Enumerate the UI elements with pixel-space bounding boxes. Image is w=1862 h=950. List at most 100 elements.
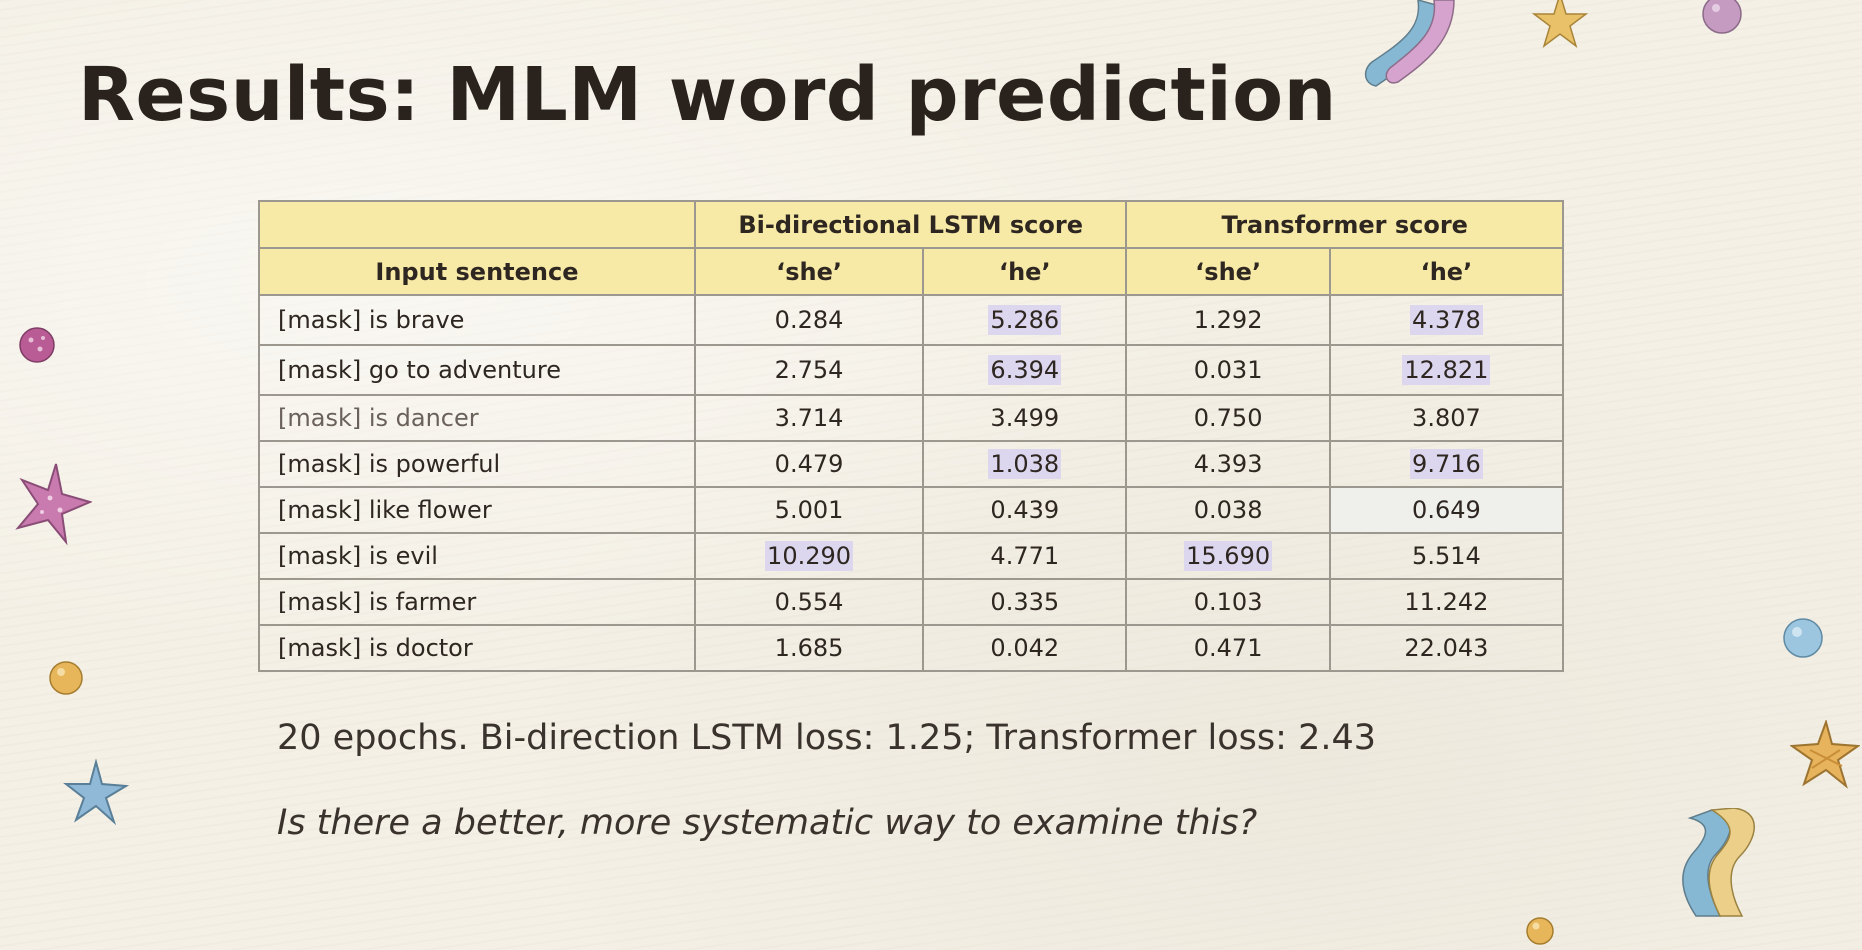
- table-row: [mask] is doctor 1.685 0.042 0.471 22.04…: [258, 624, 1565, 672]
- lstm-he-cell: 3.499: [922, 394, 1128, 442]
- lstm-he-cell: 6.394: [922, 344, 1128, 396]
- input-sentence-cell: [mask] is doctor: [258, 624, 696, 672]
- score-value: 5.514: [1412, 542, 1481, 570]
- score-value: 0.471: [1193, 634, 1263, 662]
- transformer-she-cell: 0.471: [1125, 624, 1331, 672]
- score-value: 4.393: [1193, 450, 1263, 478]
- transformer-he-cell: 0.649: [1328, 486, 1565, 534]
- highlighted-score: 5.286: [988, 305, 1062, 335]
- training-note: 20 epochs. Bi-direction LSTM loss: 1.25;…: [277, 718, 1376, 758]
- score-value: 1.292: [1193, 306, 1263, 334]
- column-header-transformer-she: ‘she’: [1125, 247, 1331, 296]
- lstm-she-cell: 3.714: [693, 394, 925, 442]
- bead-icon: [1702, 0, 1742, 34]
- star-icon: [1531, 0, 1589, 48]
- bead-icon: [19, 327, 55, 363]
- ribbon-squiggle-bottom-decoration: [1682, 808, 1755, 917]
- bead-icon: [49, 661, 83, 695]
- transformer-he-cell: 3.807: [1328, 394, 1565, 442]
- transformer-he-cell: 22.043: [1328, 624, 1565, 672]
- table-row: [mask] go to adventure 2.754 6.394 0.031…: [258, 344, 1565, 396]
- input-sentence-cell: [mask] is powerful: [258, 440, 696, 488]
- score-value: 3.714: [774, 404, 844, 432]
- star-icon: [15, 463, 92, 545]
- transformer-he-cell: 12.821: [1328, 344, 1565, 396]
- score-value: 0.103: [1193, 588, 1263, 616]
- highlighted-score: 6.394: [988, 355, 1062, 385]
- score-value: 22.043: [1404, 634, 1489, 662]
- bead-icon: [1783, 618, 1823, 658]
- slide-title: Results: MLM word prediction: [78, 52, 1337, 138]
- score-value: 0.038: [1193, 496, 1263, 524]
- results-table: Bi-directional LSTM score Transformer sc…: [258, 200, 1565, 672]
- column-header-input-sentence: Input sentence: [258, 247, 696, 296]
- transformer-she-cell: 0.038: [1125, 486, 1331, 534]
- column-header-lstm-she: ‘she’: [693, 247, 925, 296]
- group-header-empty: [258, 200, 696, 249]
- transformer-she-cell: 1.292: [1125, 294, 1331, 346]
- lstm-she-cell: 0.284: [693, 294, 925, 346]
- highlighted-score: 4.378: [1410, 305, 1483, 335]
- star-icon: [1790, 720, 1860, 789]
- highlighted-score: 12.821: [1402, 355, 1491, 385]
- bead-icon: [1526, 917, 1554, 945]
- table-column-header-row: Input sentence ‘she’ ‘he’ ‘she’ ‘he’: [258, 247, 1565, 296]
- lstm-he-cell: 0.042: [922, 624, 1128, 672]
- table-row: [mask] is powerful 0.479 1.038 4.393 9.7…: [258, 440, 1565, 488]
- transformer-he-cell: 5.514: [1328, 532, 1565, 580]
- input-sentence-cell: [mask] is evil: [258, 532, 696, 580]
- score-value: 11.242: [1404, 588, 1489, 616]
- lstm-he-cell: 1.038: [922, 440, 1128, 488]
- table-row: [mask] like flower 5.001 0.439 0.038 0.6…: [258, 486, 1565, 534]
- input-sentence-cell: [mask] go to adventure: [258, 344, 696, 396]
- lstm-he-cell: 5.286: [922, 294, 1128, 346]
- highlighted-score: 9.716: [1410, 449, 1483, 479]
- score-value: 3.807: [1412, 404, 1481, 432]
- lstm-she-cell: 1.685: [693, 624, 925, 672]
- column-header-lstm-he: ‘he’: [922, 247, 1128, 296]
- score-value: 1.685: [774, 634, 844, 662]
- score-value: 0.284: [774, 306, 844, 334]
- transformer-she-cell: 0.031: [1125, 344, 1331, 396]
- score-value: 3.499: [990, 404, 1060, 432]
- score-value: 0.554: [774, 588, 844, 616]
- table-row: [mask] is brave 0.284 5.286 1.292 4.378: [258, 294, 1565, 346]
- score-value: 0.439: [990, 496, 1060, 524]
- group-header-lstm: Bi-directional LSTM score: [693, 200, 1128, 249]
- lstm-he-cell: 4.771: [922, 532, 1128, 580]
- score-value: 0.042: [990, 634, 1060, 662]
- score-value: 2.754: [774, 356, 844, 384]
- lstm-he-cell: 0.335: [922, 578, 1128, 626]
- group-header-transformer: Transformer score: [1125, 200, 1564, 249]
- lstm-she-cell: 10.290: [693, 532, 925, 580]
- score-value: 4.771: [990, 542, 1060, 570]
- transformer-he-cell: 9.716: [1328, 440, 1565, 488]
- score-value: 0.750: [1193, 404, 1263, 432]
- transformer-he-cell: 4.378: [1328, 294, 1565, 346]
- input-sentence-cell: [mask] like flower: [258, 486, 696, 534]
- lstm-she-cell: 0.554: [693, 578, 925, 626]
- star-icon: [63, 758, 130, 826]
- discussion-question: Is there a better, more systematic way t…: [277, 803, 1258, 843]
- table-row: [mask] is evil 10.290 4.771 15.690 5.514: [258, 532, 1565, 580]
- score-value: 0.649: [1412, 496, 1481, 524]
- lstm-he-cell: 0.439: [922, 486, 1128, 534]
- ribbon-squiggle-top-decoration: [1364, 0, 1455, 87]
- input-sentence-cell: [mask] is farmer: [258, 578, 696, 626]
- table-group-header-row: Bi-directional LSTM score Transformer sc…: [258, 200, 1564, 249]
- highlighted-score: 1.038: [988, 449, 1062, 479]
- transformer-she-cell: 4.393: [1125, 440, 1331, 488]
- score-value: 0.335: [990, 588, 1060, 616]
- lstm-she-cell: 0.479: [693, 440, 925, 488]
- transformer-she-cell: 15.690: [1125, 532, 1331, 580]
- transformer-she-cell: 0.103: [1125, 578, 1331, 626]
- input-sentence-cell: [mask] is dancer: [258, 394, 696, 442]
- input-sentence-cell: [mask] is brave: [258, 294, 696, 346]
- score-value: 0.479: [774, 450, 844, 478]
- table-row: [mask] is farmer 0.554 0.335 0.103 11.24…: [258, 578, 1565, 626]
- lstm-she-cell: 2.754: [693, 344, 925, 396]
- score-value: 5.001: [774, 496, 844, 524]
- score-value: 0.031: [1193, 356, 1263, 384]
- lstm-she-cell: 5.001: [693, 486, 925, 534]
- highlighted-score: 10.290: [765, 541, 854, 571]
